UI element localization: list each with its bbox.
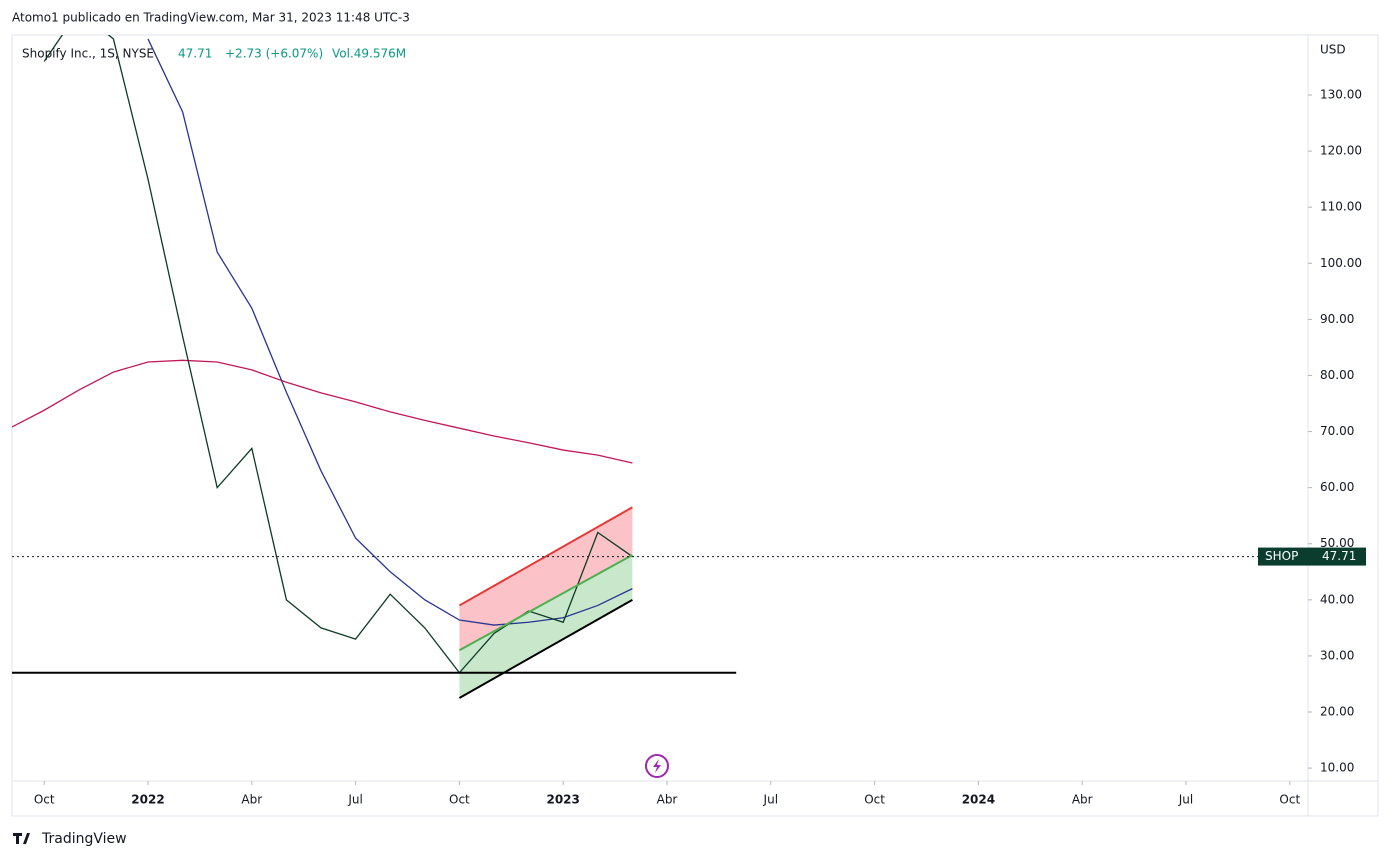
y-tick-label: 50.00 bbox=[1320, 536, 1354, 550]
series-line bbox=[12, 359, 633, 464]
legend-change: +2.73 (+6.07%) bbox=[225, 47, 323, 61]
symbol-info: Shopify Inc., 1S, NYSE bbox=[22, 47, 154, 61]
y-tick-label: 90.00 bbox=[1320, 312, 1354, 326]
flash-icon[interactable] bbox=[645, 754, 669, 778]
x-tick-label: 2023 bbox=[546, 793, 579, 807]
y-tick-label: 100.00 bbox=[1320, 256, 1362, 270]
x-tick-label: Jul bbox=[1178, 793, 1193, 807]
x-tick-label: Abr bbox=[1072, 793, 1093, 807]
header-title: Atomo1 publicado en TradingView.com, Mar… bbox=[12, 11, 410, 25]
x-tick-label: Jul bbox=[763, 793, 778, 807]
series-line bbox=[43, 35, 633, 674]
currency: USD bbox=[1320, 43, 1346, 57]
y-tick-label: 70.00 bbox=[1320, 424, 1354, 438]
legend-volume: Vol.49.576M bbox=[332, 47, 406, 61]
x-tick-label: Abr bbox=[657, 793, 678, 807]
x-tick-label: 2024 bbox=[962, 793, 995, 807]
y-tick-label: 40.00 bbox=[1320, 592, 1354, 606]
y-tick-label: 80.00 bbox=[1320, 368, 1354, 382]
x-tick-label: Jul bbox=[347, 793, 362, 807]
series-line bbox=[147, 38, 633, 626]
channel-upper-fill bbox=[459, 507, 633, 651]
y-tick-label: 30.00 bbox=[1320, 648, 1354, 662]
x-tick-label: Oct bbox=[449, 793, 470, 807]
y-tick-label: 20.00 bbox=[1320, 705, 1354, 719]
price-tag bbox=[1258, 547, 1366, 566]
y-tick-label: 10.00 bbox=[1320, 761, 1354, 775]
y-tick-label: 60.00 bbox=[1320, 480, 1354, 494]
legend: Shopify Inc., 1S, NYSE 47.71 +2.73 (+6.0… bbox=[22, 47, 406, 61]
brand: TradingView bbox=[41, 831, 127, 847]
legend-price: 47.71 bbox=[178, 47, 212, 61]
x-tick-label: Oct bbox=[34, 793, 55, 807]
frame bbox=[11, 34, 1379, 817]
plot-area bbox=[12, 35, 737, 699]
logo: TradingView bbox=[13, 831, 127, 847]
trendline bbox=[458, 506, 633, 607]
x-tick-label: 2022 bbox=[131, 793, 164, 807]
y-tick-label: 120.00 bbox=[1320, 144, 1362, 158]
y-tick-label: 110.00 bbox=[1320, 200, 1362, 214]
x-tick-label: Oct bbox=[864, 793, 885, 807]
trendline bbox=[458, 554, 633, 652]
price-tag-label: 47.71 bbox=[1322, 549, 1356, 563]
x-tick-label: Oct bbox=[1279, 793, 1300, 807]
ticker-label: SHOP bbox=[1265, 549, 1298, 563]
y-tick-label: 130.00 bbox=[1320, 88, 1362, 102]
trendline bbox=[458, 598, 633, 699]
x-tick-label: Abr bbox=[241, 793, 262, 807]
channel-lower-fill bbox=[459, 554, 633, 698]
